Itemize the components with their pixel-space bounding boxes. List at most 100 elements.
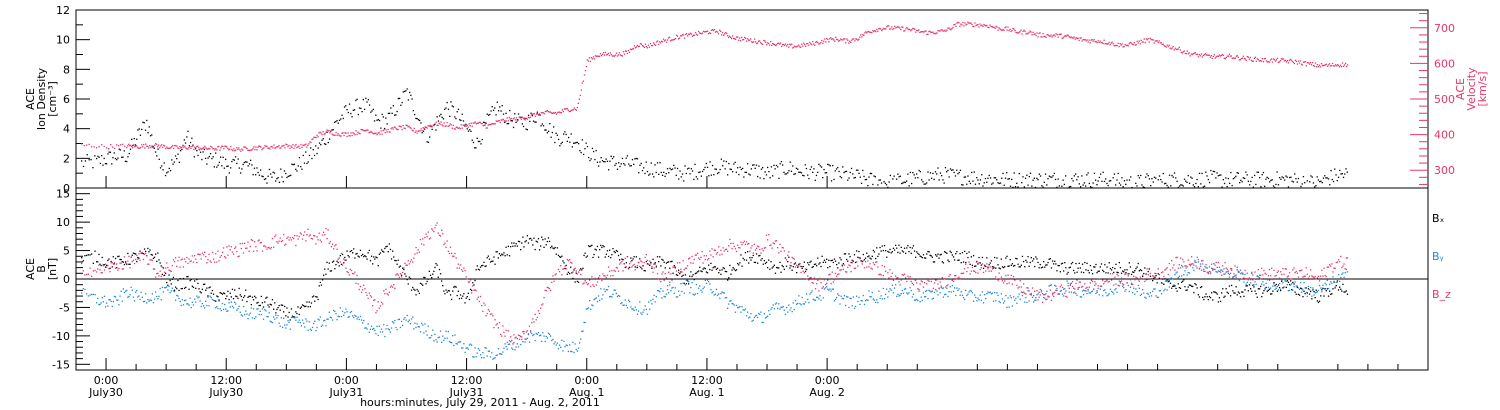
- ion-density-series-point: [704, 166, 706, 169]
- ion-density-series-point: [271, 176, 273, 178]
- velocity-series-point: [136, 145, 138, 147]
- ion-density-series-point: [880, 182, 883, 184]
- bx-series-point: [1054, 260, 1056, 262]
- bx-series-point: [991, 266, 994, 268]
- ion-density-series-point: [270, 173, 272, 175]
- bx-series-point: [186, 276, 188, 278]
- ion-density-series-point: [1215, 177, 1217, 179]
- ion-density-series-point: [663, 171, 665, 173]
- by-series-point: [248, 314, 250, 316]
- bz-series-point: [379, 305, 382, 307]
- velocity-series-point: [793, 46, 795, 48]
- velocity-series-point: [736, 36, 738, 38]
- bx-series-point: [774, 272, 777, 274]
- velocity-series-point: [898, 26, 900, 28]
- by-series-point: [1241, 272, 1243, 274]
- ion-density-series-point: [1121, 177, 1123, 179]
- velocity-series-point: [890, 28, 892, 30]
- velocity-series-point: [569, 110, 571, 112]
- ion-density-series-point: [480, 143, 482, 145]
- velocity-series-point: [601, 53, 604, 55]
- ion-density-series-point: [1165, 182, 1167, 184]
- ion-density-series-point: [376, 119, 378, 121]
- velocity-series-point: [1070, 36, 1072, 38]
- velocity-series-point: [517, 119, 519, 121]
- ion-density-series-point: [391, 112, 393, 114]
- by-series-point: [482, 352, 484, 354]
- bx-series-point: [940, 253, 942, 256]
- ion-density-series-point: [844, 170, 846, 173]
- bx-series-point: [526, 235, 528, 237]
- ion-density-series-point: [651, 173, 654, 175]
- by-series-point: [1327, 287, 1330, 290]
- bx-series-point: [1130, 273, 1133, 276]
- by-series-point: [867, 299, 869, 302]
- ion-density-series-point: [149, 135, 152, 137]
- bx-series-point: [329, 270, 331, 272]
- velocity-series-point: [1210, 55, 1212, 57]
- bx-series-point: [496, 251, 498, 253]
- by-series-point: [1281, 279, 1283, 281]
- bx-series-point: [844, 253, 847, 255]
- by-series-point: [503, 347, 505, 349]
- velocity-series-point: [674, 37, 677, 40]
- velocity-series-point: [300, 143, 302, 146]
- velocity-series-point: [169, 147, 171, 149]
- ion-density-series-point: [1017, 186, 1019, 188]
- bx-series-point: [1287, 281, 1290, 283]
- ion-density-series-point: [986, 181, 988, 183]
- bx-series-point: [640, 266, 642, 269]
- bz-series-point: [392, 286, 394, 288]
- by-series-point: [966, 294, 968, 297]
- ion-density-series-point: [573, 142, 575, 144]
- ion-density-series-point: [1041, 185, 1043, 187]
- ion-density-series-point: [1187, 175, 1189, 177]
- by-series-point: [790, 307, 792, 309]
- bx-series-point: [112, 256, 114, 258]
- bx-series-point: [149, 249, 151, 251]
- bz-series-point: [117, 269, 119, 271]
- velocity-series-point: [268, 147, 270, 149]
- bx-series-point: [656, 256, 659, 258]
- ion-density-series-point: [1063, 183, 1065, 186]
- day-tick-label: July30: [208, 386, 243, 399]
- ion-density-series-point: [277, 177, 279, 179]
- ion-density-series-point: [1240, 179, 1242, 181]
- velocity-series-point: [862, 34, 864, 36]
- ion-density-series-point: [1093, 172, 1096, 174]
- bx-series-point: [936, 255, 938, 257]
- bx-series-point: [262, 306, 265, 308]
- bx-series-point: [1024, 266, 1026, 268]
- by-series-point: [181, 299, 183, 301]
- velocity-series-point: [819, 43, 821, 45]
- by-series-point: [1320, 287, 1322, 289]
- bz-series-point: [91, 275, 93, 277]
- by-series-point: [434, 333, 436, 335]
- ion-density-series-point: [964, 176, 967, 178]
- bx-series-point: [671, 260, 673, 262]
- ion-density-series-point: [1075, 173, 1077, 175]
- bx-series-point: [827, 267, 829, 269]
- ion-density-series-point: [977, 179, 979, 181]
- velocity-series-point: [1339, 64, 1342, 66]
- velocity-series-point: [537, 113, 539, 116]
- bx-series-point: [468, 298, 471, 301]
- bx-series-point: [1254, 290, 1256, 292]
- bx-series-point: [1314, 297, 1316, 299]
- velocity-series-point: [617, 54, 620, 56]
- bx-series-point: [226, 295, 228, 297]
- by-series-point: [265, 310, 267, 312]
- by-series-point: [438, 336, 441, 338]
- velocity-series-point: [155, 143, 157, 145]
- bx-series-point: [1041, 266, 1044, 268]
- velocity-series-point: [664, 39, 667, 41]
- velocity-series-point: [973, 26, 975, 28]
- velocity-series-point: [1134, 44, 1136, 46]
- by-series-point: [1213, 263, 1215, 265]
- velocity-series-point: [421, 130, 423, 132]
- ion-density-series-point: [812, 171, 814, 173]
- bx-series-point: [111, 266, 113, 268]
- velocity-series-point: [659, 42, 662, 44]
- density-tick-label: 2: [63, 152, 70, 165]
- by-series-point: [256, 308, 258, 310]
